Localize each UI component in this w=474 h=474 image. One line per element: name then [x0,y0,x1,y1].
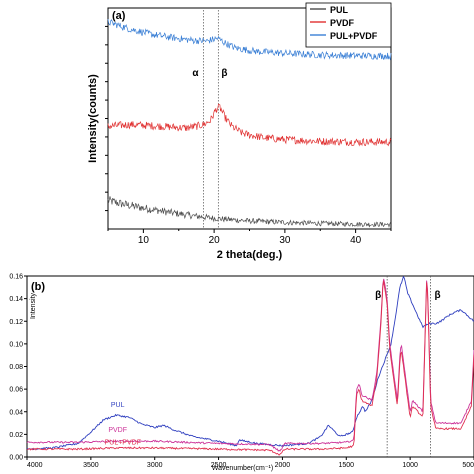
panel-a-x-axis-label: 2 theta(deg.) [217,249,283,261]
panel-b-y-tick-label: 0.08 [9,364,23,371]
panel-a-series [107,18,392,228]
panel-b-series-pul-pvdf [26,280,474,456]
panel-a-series-pvdf [107,103,392,147]
panel-a-x-tick-label: 20 [209,235,221,246]
panel-a-y-axis-label: Intensity(counts) [87,74,99,163]
panel-a-x-tick-label: 40 [350,235,362,246]
panel-a-legend-box [305,2,392,48]
panel-a-y-ticks [105,25,108,212]
panel-b-x-tick-label: 500 [462,462,474,469]
panel-b-y-tick-label: 0.06 [9,387,23,394]
panel-a-legend-label-pvdf: PVDF [330,18,355,28]
panel-b-y-axis-label: Intensity [30,292,37,319]
panel-b-y-tick-label: 0.14 [9,296,23,303]
panel-a-x-ticks: 10 20 30 40 [107,229,392,246]
panel-b-series-pul [26,275,474,451]
panel-b-y-tick-label: 0.02 [9,432,23,439]
panel-b-annotations: β β PUL PVDF PUL+PVDF [105,290,441,447]
panel-b-series-label-pvdf: PVDF [108,427,127,434]
panel-a-chart: (a) 2 theta(deg.) Intensity(counts) 10 20… [87,2,392,261]
panel-b-x-ticks: 4000 3500 3000 2500 2000 1500 1000 500 [26,457,474,469]
panel-b-x-tick-label: 1000 [402,462,418,469]
panel-a-reference-lines [203,10,219,229]
panel-a-annotation--0: α [192,68,199,79]
panel-b-y-tick-label: 0.10 [9,341,23,348]
panel-b-x-axis-label: Wavenumber(cm⁻¹) [212,465,273,472]
panel-a-legend: PUL PVDF PUL+PVDF [305,2,392,48]
panel-b-y-tick-label: 0.16 [9,274,23,281]
panel-a-x-tick-label: 10 [138,235,150,246]
panel-b-series-label-pul-pvdf: PUL+PVDF [105,440,141,447]
panel-a-legend-label-pul: PUL [330,5,349,15]
panel-b-annotation-beta-0: β [375,290,381,301]
panel-b-series [26,275,474,456]
panel-a-x-tick-label: 30 [279,235,291,246]
panel-b-y-tick-label: 0.12 [9,319,23,326]
panel-a-label: (a) [112,10,126,22]
panel-b-x-tick-label: 2000 [275,462,291,469]
panel-b-series-label-pul: PUL [111,402,125,409]
panel-b-x-tick-label: 2500 [211,462,227,469]
panel-b-x-tick-label: 3000 [147,462,163,469]
panel-a-legend-label-pul-pvdf: PUL+PVDF [330,31,378,41]
panel-b-y-ticks: 0.00 0.02 0.04 0.06 0.08 0.10 0.12 0.14 0.16 [9,274,27,462]
panel-a-annotation--1: β [221,68,227,79]
panel-b-y-tick-label: 0.00 [9,455,23,462]
panel-b-chart: (b) Wavenumber(cm⁻¹) Intensity 4000 3500 3… [9,274,474,472]
panel-b-series-pvdf [26,278,474,452]
panel-b-x-tick-label: 1500 [338,462,354,469]
panel-b-label: (b) [31,281,45,293]
panel-b-y-tick-label: 0.04 [9,409,23,416]
panel-a-series-pul [107,196,392,228]
panel-b-annotation-beta-1: β [435,290,441,301]
panel-b-x-tick-label: 4000 [27,462,43,469]
panel-b-x-tick-label: 3500 [83,462,99,469]
panel-a-series-pul-pvdf [107,18,392,61]
